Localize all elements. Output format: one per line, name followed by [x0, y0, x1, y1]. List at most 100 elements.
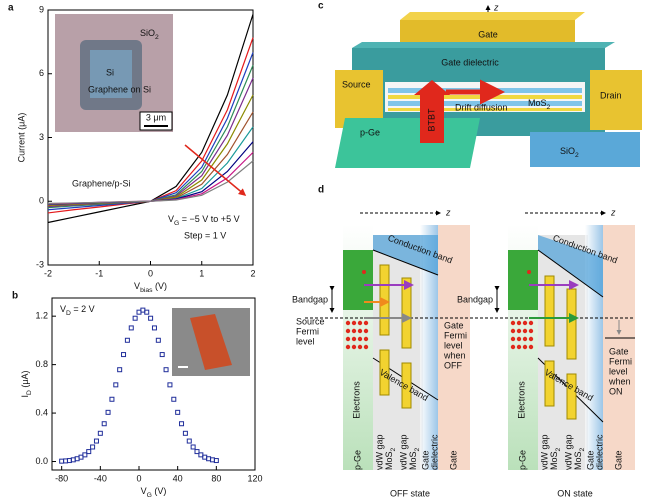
device-label-part: 2 — [547, 104, 551, 111]
electron — [345, 328, 351, 334]
layer-label-part: 2 — [390, 447, 397, 451]
layer-label: p-Ge — [517, 450, 527, 470]
x-tick-label: 1 — [199, 268, 204, 278]
bandgap-label: Bandgap — [457, 294, 493, 304]
gate-fermi-label: level — [609, 366, 628, 376]
mos2-cb — [401, 277, 412, 349]
electrons-label: Electrons — [351, 381, 361, 419]
inset-flake — [190, 314, 232, 370]
axis-label: z — [493, 2, 499, 12]
axis-label: z — [445, 207, 451, 217]
mos2-cb — [566, 288, 577, 360]
layer-label-part: 2 — [555, 447, 562, 451]
conduction-edge — [538, 235, 603, 297]
data-point — [121, 352, 127, 358]
inset-label: Graphene on Si — [88, 84, 151, 94]
data-point — [132, 315, 138, 321]
electron — [345, 344, 351, 350]
panel-label: d — [318, 185, 324, 196]
layer-label-part: MoS — [549, 451, 559, 470]
electron — [516, 344, 522, 350]
iv-curve — [47, 126, 254, 206]
layer-label: Gate — [420, 450, 430, 470]
layer-label: Gate — [585, 450, 595, 470]
device-label: BTBT — [426, 108, 436, 132]
conduction-edge — [373, 235, 438, 275]
device-schematic — [335, 5, 642, 168]
dielectric-top — [352, 42, 615, 48]
device-label: Gate — [478, 29, 498, 39]
device-label: Drift diffusion — [455, 102, 507, 112]
electron — [345, 336, 351, 342]
x-axis-label-part: V — [141, 486, 147, 496]
electron — [363, 328, 369, 334]
y-axis-label-part: I — [20, 395, 30, 398]
state-label: ON state — [557, 488, 593, 498]
electron — [522, 328, 528, 334]
gate-fermi-label: when — [443, 350, 466, 360]
layer-label: MoS2 — [408, 447, 421, 470]
data-point — [167, 382, 173, 388]
data-point — [194, 449, 200, 455]
btbt-arrow-head — [414, 80, 450, 95]
electron — [357, 320, 363, 326]
electrons-label: Electrons — [516, 381, 526, 419]
electron — [351, 344, 357, 350]
drain — [590, 70, 642, 130]
inset-label-part: SiO — [140, 28, 155, 38]
electron — [510, 336, 516, 342]
bandgap-label: Bandgap — [292, 294, 328, 304]
layer-label: dielectric — [594, 434, 604, 470]
data-point — [86, 449, 92, 455]
dielectric-column — [420, 225, 438, 470]
electron — [510, 344, 516, 350]
x-axis-label: Vbias (V) — [134, 281, 167, 294]
gate-column — [438, 225, 470, 470]
device-label: Gate dielectric — [441, 57, 499, 67]
data-point — [113, 382, 119, 388]
layer-label: MoS2 — [549, 447, 562, 470]
layer-label: Gate — [613, 450, 623, 470]
data-point — [182, 430, 188, 436]
gate-fermi-label: when — [608, 376, 631, 386]
mos2-vb — [401, 362, 412, 409]
electron — [522, 336, 528, 342]
layer-label-part: MoS — [384, 451, 394, 470]
y-tick-label: 0.0 — [35, 456, 48, 466]
pge-band — [343, 250, 373, 310]
layer-label: vdW gap — [398, 434, 408, 470]
gate-fermi-label: Fermi — [609, 356, 632, 366]
electron — [510, 320, 516, 326]
electron — [527, 270, 531, 274]
y-tick-label: 3 — [39, 132, 44, 142]
y-tick-label: -3 — [36, 259, 44, 269]
btbt-arrow — [420, 95, 444, 143]
electron — [357, 344, 363, 350]
device-label: Source — [342, 79, 371, 89]
data-point — [186, 438, 192, 444]
electron — [363, 336, 369, 342]
device-label: Drain — [600, 90, 622, 100]
y-tick-label: 1.2 — [35, 311, 48, 321]
annotation-part: = 2 V — [71, 304, 95, 314]
panel-label: c — [318, 1, 324, 12]
annotation: Step = 1 V — [184, 230, 226, 240]
data-point — [124, 337, 130, 343]
layer-label: vdW gap — [374, 434, 384, 470]
electron — [528, 328, 534, 334]
data-point — [148, 315, 154, 321]
y-tick-label: 0.4 — [35, 407, 48, 417]
data-point — [105, 409, 111, 415]
data-point — [90, 444, 96, 450]
electron — [516, 320, 522, 326]
data-point — [179, 421, 185, 427]
gate-fermi-label: Fermi — [444, 330, 467, 340]
device-label: SiO2 — [560, 146, 579, 159]
inset-label: SiO2 — [140, 28, 159, 41]
data-point — [117, 367, 123, 373]
plot-frame — [51, 297, 256, 471]
electron — [528, 320, 534, 326]
electron — [522, 344, 528, 350]
annotation-part: D — [66, 310, 71, 317]
